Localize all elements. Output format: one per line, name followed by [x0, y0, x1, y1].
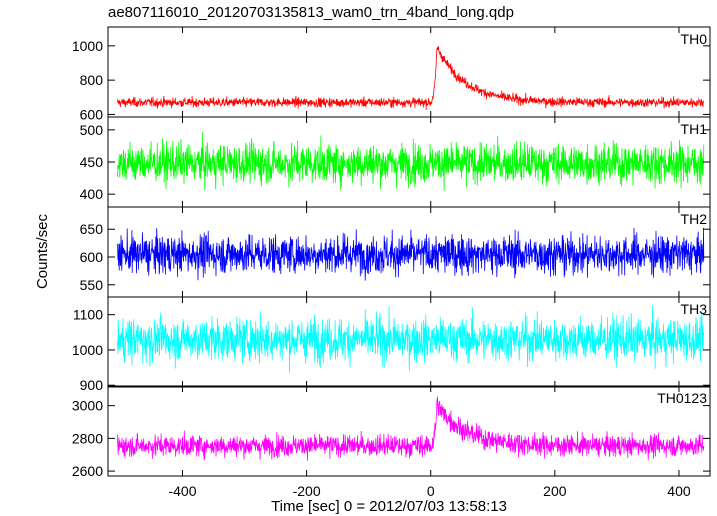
y-tick-label: 1000 [72, 342, 103, 358]
series-th0123-line [116, 396, 705, 461]
series-th0-line [116, 46, 705, 110]
panel-th3-frame [107, 296, 711, 388]
x-tick-label: -400 [168, 483, 196, 499]
y-axis-title: Counts/sec [34, 213, 51, 289]
panel-label-th2: TH2 [681, 211, 708, 227]
y-tick-label: 1000 [72, 38, 103, 54]
panel-label-th0: TH0 [681, 31, 708, 47]
y-tick-label: 500 [80, 122, 104, 138]
x-tick-label: 0 [427, 483, 435, 499]
panel-label-th1: TH1 [681, 121, 708, 137]
y-tick-label: 600 [80, 106, 104, 122]
y-tick-label: 650 [80, 221, 104, 237]
y-tick-label: 3000 [72, 398, 103, 414]
y-tick-label: 550 [80, 277, 104, 293]
series-th1-line [116, 131, 705, 192]
chart-title: ae807116010_20120703135813_wam0_trn_4ban… [108, 4, 514, 21]
series-th3-line [116, 305, 705, 373]
x-axis-title: Time [sec] 0 = 2012/07/03 13:58:13 [271, 498, 507, 515]
y-tick-label: 2800 [72, 430, 103, 446]
panel-label-th0123: TH0123 [657, 390, 707, 406]
y-tick-label: 600 [80, 249, 104, 265]
y-tick-label: 900 [80, 377, 104, 393]
x-tick-label: 400 [667, 483, 691, 499]
y-tick-label: 800 [80, 72, 104, 88]
x-tick-label: 200 [543, 483, 567, 499]
series-th2-line [116, 227, 705, 281]
x-tick-label: -200 [293, 483, 321, 499]
panel-label-th3: TH3 [681, 301, 708, 317]
y-tick-label: 1100 [73, 307, 103, 323]
y-tick-label: 450 [80, 154, 104, 170]
panel-th0123-frame [107, 385, 711, 477]
y-tick-label: 2600 [72, 463, 103, 479]
y-tick-label: 400 [80, 186, 104, 202]
